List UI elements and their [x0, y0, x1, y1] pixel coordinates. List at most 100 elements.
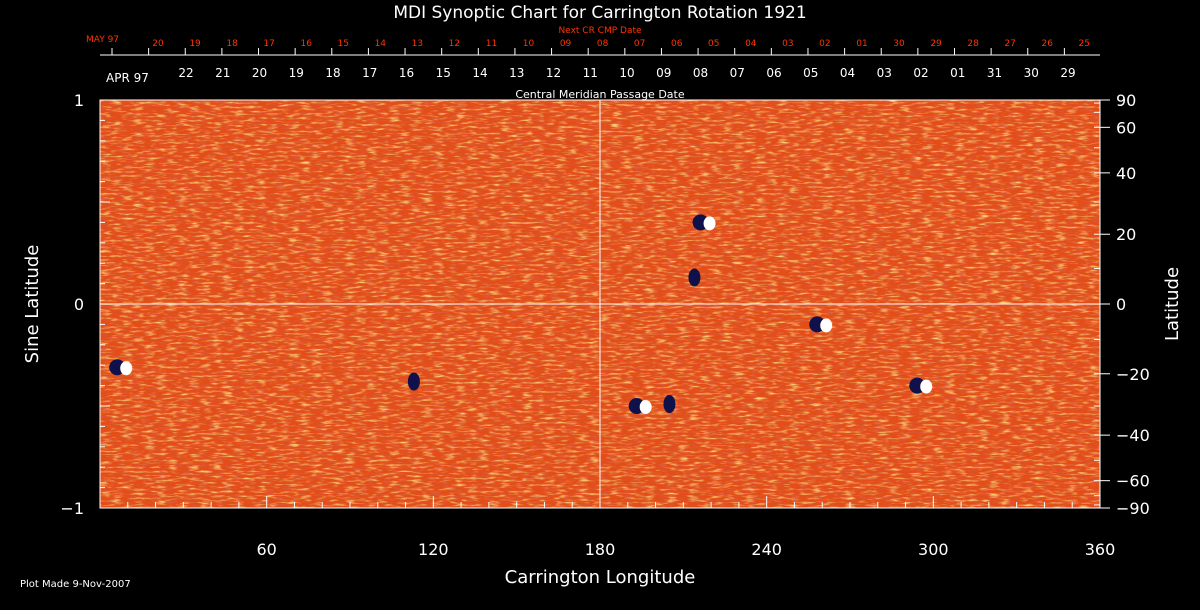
active-region — [909, 377, 933, 394]
top-next-day-label: 04 — [745, 39, 757, 49]
x-axis: 60 120 180 240 300 360 — [99, 496, 1116, 559]
negative-polarity-spot — [663, 394, 676, 413]
y-right-tick-label: 20 — [1116, 225, 1136, 244]
top-next-day-label: 26 — [1041, 39, 1053, 49]
top-current-day-label: 09 — [656, 66, 671, 80]
positive-polarity-spot — [820, 318, 833, 333]
y-axis-right: 90 60 40 20 0 −20 −40 −60 −90 — [1094, 91, 1150, 518]
top-current-day-label: 07 — [730, 66, 745, 80]
top-next-day-label: 20 — [152, 39, 164, 49]
top-current-day-label: 14 — [472, 66, 487, 80]
y-axis-right-label: Latitude — [1162, 267, 1183, 341]
top-axis-current-month: APR 97 — [106, 71, 149, 85]
x-tick-label: 60 — [256, 540, 276, 559]
y-axis-left-label: Sine Latitude — [22, 245, 43, 364]
y-axis-left: 1 0 −1 — [60, 91, 110, 518]
x-tick-label: 240 — [751, 540, 782, 559]
active-region — [688, 268, 701, 287]
top-current-day-label: 29 — [1060, 66, 1075, 80]
x-tick-label: 300 — [918, 540, 949, 559]
y-right-tick-label: −20 — [1116, 365, 1150, 384]
top-next-day-label: 06 — [671, 39, 683, 49]
top-next-day-label: 14 — [375, 39, 387, 49]
top-next-day-label: 05 — [708, 39, 719, 49]
active-regions — [109, 214, 933, 414]
top-axis-next-ticks: 20 19 18 17 16 15 14 13 12 11 10 09 08 07 06 05 04 03 02 01… — [111, 39, 1090, 55]
top-axis-current-label: Central Meridian Passage Date — [515, 88, 684, 101]
top-next-day-label: 13 — [412, 39, 423, 49]
top-next-day-label: 01 — [856, 39, 867, 49]
top-next-day-label: 09 — [560, 39, 572, 49]
top-current-day-label: 03 — [877, 66, 892, 80]
top-next-day-label: 10 — [523, 39, 535, 49]
y-right-tick-label: −60 — [1116, 472, 1150, 491]
top-current-day-label: 21 — [215, 66, 230, 80]
y-right-tick-label: 0 — [1116, 295, 1126, 314]
y-right-tick-label: 40 — [1116, 164, 1136, 183]
top-next-day-label: 07 — [634, 39, 645, 49]
active-region — [809, 316, 833, 333]
top-current-day-label: 19 — [289, 66, 304, 80]
top-next-day-label: 16 — [300, 39, 312, 49]
y-right-tick-label: 60 — [1116, 118, 1136, 137]
top-current-day-label: 02 — [913, 66, 928, 80]
top-current-day-label: 20 — [252, 66, 267, 80]
positive-polarity-spot — [920, 379, 933, 394]
top-next-day-label: 30 — [893, 39, 905, 49]
active-region — [663, 394, 676, 413]
active-region — [407, 372, 420, 391]
top-current-day-label: 10 — [619, 66, 634, 80]
active-region — [109, 359, 133, 376]
top-next-day-label: 17 — [263, 39, 274, 49]
top-next-day-label: 12 — [449, 39, 460, 49]
top-current-day-label: 11 — [583, 66, 598, 80]
top-axis-next-month: MAY 97 — [86, 35, 119, 45]
negative-polarity-spot — [688, 268, 701, 287]
x-tick-label: 120 — [418, 540, 449, 559]
top-current-day-label: 04 — [840, 66, 855, 80]
x-axis-label: Carrington Longitude — [505, 567, 696, 588]
top-current-day-label: 15 — [436, 66, 451, 80]
y-left-tick-label: 1 — [74, 91, 84, 110]
top-current-day-label: 13 — [509, 66, 524, 80]
top-current-day-label: 08 — [693, 66, 708, 80]
top-current-day-label: 06 — [766, 66, 781, 80]
y-left-tick-label: −1 — [60, 499, 84, 518]
top-next-day-label: 15 — [338, 39, 349, 49]
top-axis-current-ticks: 22 21 20 19 18 17 16 15 14 13 12 11 10 09 08 07 06 05 04 03… — [178, 66, 1075, 80]
top-next-day-label: 19 — [189, 39, 201, 49]
top-current-day-label: 31 — [987, 66, 1002, 80]
top-axis-next-label: Next CR CMP Date — [558, 26, 642, 36]
positive-polarity-spot — [703, 216, 716, 231]
top-current-day-label: 12 — [546, 66, 561, 80]
y-left-tick-label: 0 — [74, 295, 84, 314]
plot-area — [100, 100, 1100, 508]
positive-polarity-spot — [639, 400, 652, 414]
y-right-tick-label: 90 — [1116, 91, 1136, 110]
x-tick-label: 180 — [585, 540, 616, 559]
top-current-day-label: 22 — [178, 66, 193, 80]
plot-made-footer: Plot Made 9-Nov-2007 — [20, 579, 131, 590]
negative-polarity-spot — [407, 372, 420, 391]
active-region — [692, 214, 716, 231]
top-current-day-label: 30 — [1024, 66, 1039, 80]
top-next-day-label: 11 — [486, 39, 497, 49]
chart-title: MDI Synoptic Chart for Carrington Rotati… — [393, 3, 806, 23]
top-current-day-label: 17 — [362, 66, 377, 80]
y-right-tick-label: −90 — [1116, 499, 1150, 518]
top-next-day-label: 18 — [226, 39, 238, 49]
top-current-day-label: 01 — [950, 66, 965, 80]
top-next-day-label: 29 — [930, 39, 942, 49]
top-next-day-label: 28 — [967, 39, 979, 49]
positive-polarity-spot — [120, 361, 133, 376]
grid-lines — [100, 100, 1100, 508]
top-current-day-label: 18 — [325, 66, 340, 80]
top-next-day-label: 08 — [597, 39, 609, 49]
top-current-day-label: 16 — [399, 66, 414, 80]
top-next-day-label: 25 — [1079, 39, 1090, 49]
x-tick-label: 360 — [1085, 540, 1116, 559]
top-current-day-label: 05 — [803, 66, 818, 80]
top-next-day-label: 02 — [819, 39, 830, 49]
top-next-day-label: 03 — [782, 39, 793, 49]
